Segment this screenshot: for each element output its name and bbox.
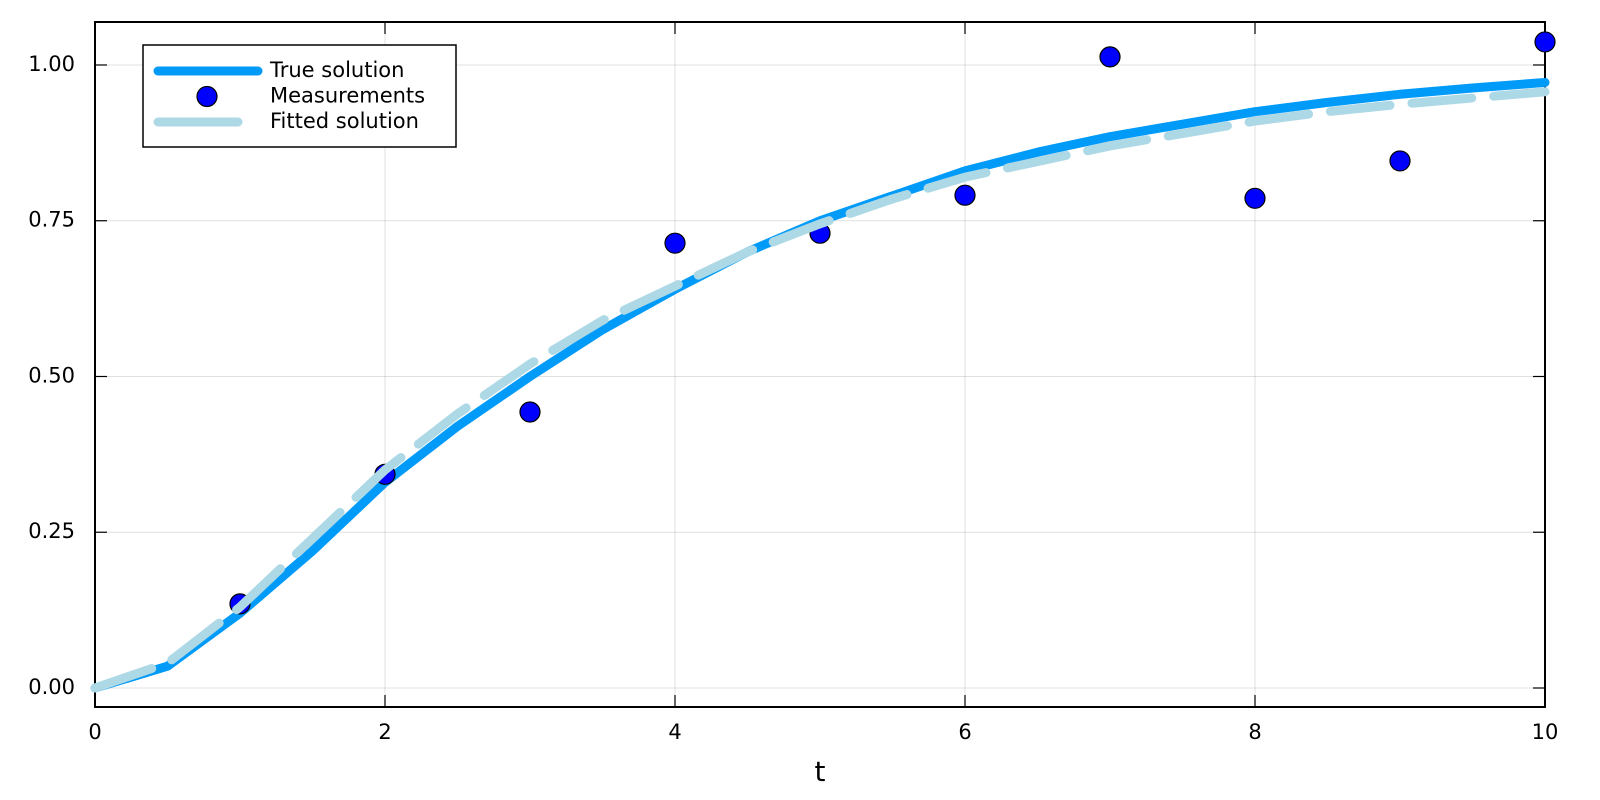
marker	[1244, 187, 1266, 209]
x-axis-label: t	[815, 755, 826, 788]
dashed-line	[90, 87, 1550, 693]
x-tick-label: 10	[1532, 720, 1559, 744]
marker	[1389, 150, 1411, 172]
legend-box	[142, 44, 457, 148]
legend-label: Fitted solution	[270, 109, 419, 133]
x-tick-label: 0	[88, 720, 101, 744]
marker	[519, 401, 541, 423]
marker	[954, 184, 976, 206]
y-tick-label: 0.75	[28, 208, 75, 232]
y-tick-label: 0.25	[28, 519, 75, 543]
x-tick-label: 6	[958, 720, 971, 744]
marker	[1099, 46, 1121, 68]
line	[90, 77, 1550, 693]
legend-label: Measurements	[270, 84, 425, 108]
legend-label: True solution	[269, 58, 404, 82]
y-tick-label: 0.00	[28, 675, 75, 699]
legend-marker	[196, 85, 218, 108]
x-tick-label: 8	[1248, 720, 1261, 744]
x-tick-label: 4	[668, 720, 681, 744]
y-tick-label: 1.00	[28, 52, 75, 76]
marker	[664, 232, 686, 254]
x-tick-label: 2	[378, 720, 391, 744]
plot-frame	[94, 21, 1546, 708]
y-tick-label: 0.50	[28, 363, 75, 387]
marker	[1534, 31, 1556, 53]
